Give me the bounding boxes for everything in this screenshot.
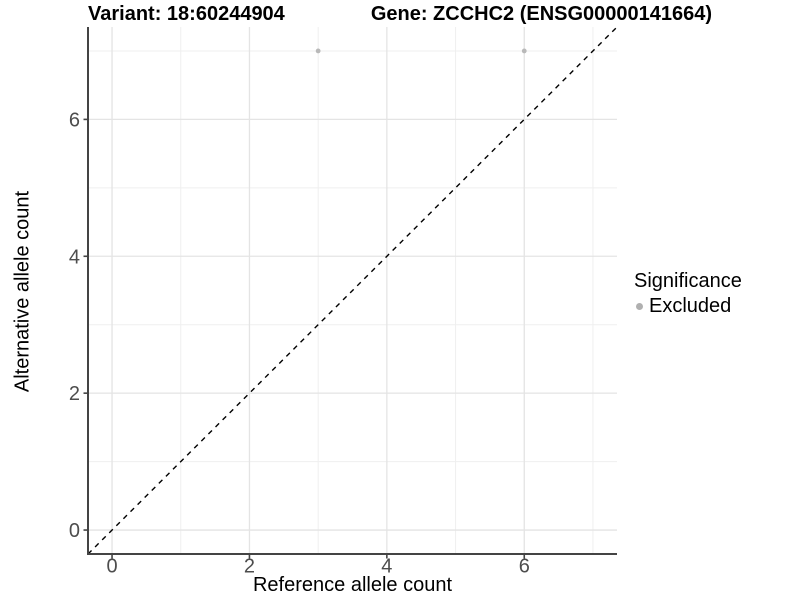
x-tick-label: 2: [244, 556, 255, 578]
y-tick-label: 0: [69, 520, 80, 542]
data-point: [315, 48, 321, 54]
legend-entry: Excluded: [634, 294, 742, 318]
y-tick-label: 2: [69, 383, 80, 405]
plot-title: Variant: 18:60244904 Gene: ZCCHC2 (ENSG0…: [88, 3, 712, 26]
legend-title: Significance: [634, 270, 742, 292]
x-axis-title: Reference allele count: [252, 574, 452, 596]
plot-title-variant: Variant: 18:60244904: [88, 3, 285, 25]
x-tick-label: 6: [519, 556, 530, 578]
legend-entries: Excluded: [634, 294, 742, 318]
y-tick-label: 4: [69, 246, 80, 268]
legend-point-icon: [636, 302, 643, 310]
x-tick-label: 0: [106, 556, 117, 578]
identity-dashed-line: [87, 26, 618, 555]
legend: Significance Excluded: [634, 269, 742, 318]
plot-title-gene: Gene: ZCCHC2 (ENSG00000141664): [370, 3, 713, 25]
y-tick-label: 6: [69, 109, 80, 131]
y-axis-title: Alternative allele count: [11, 190, 34, 393]
legend-entry-label: Excluded: [649, 295, 732, 317]
x-tick-label: 4: [381, 556, 392, 578]
data-point: [521, 48, 527, 54]
